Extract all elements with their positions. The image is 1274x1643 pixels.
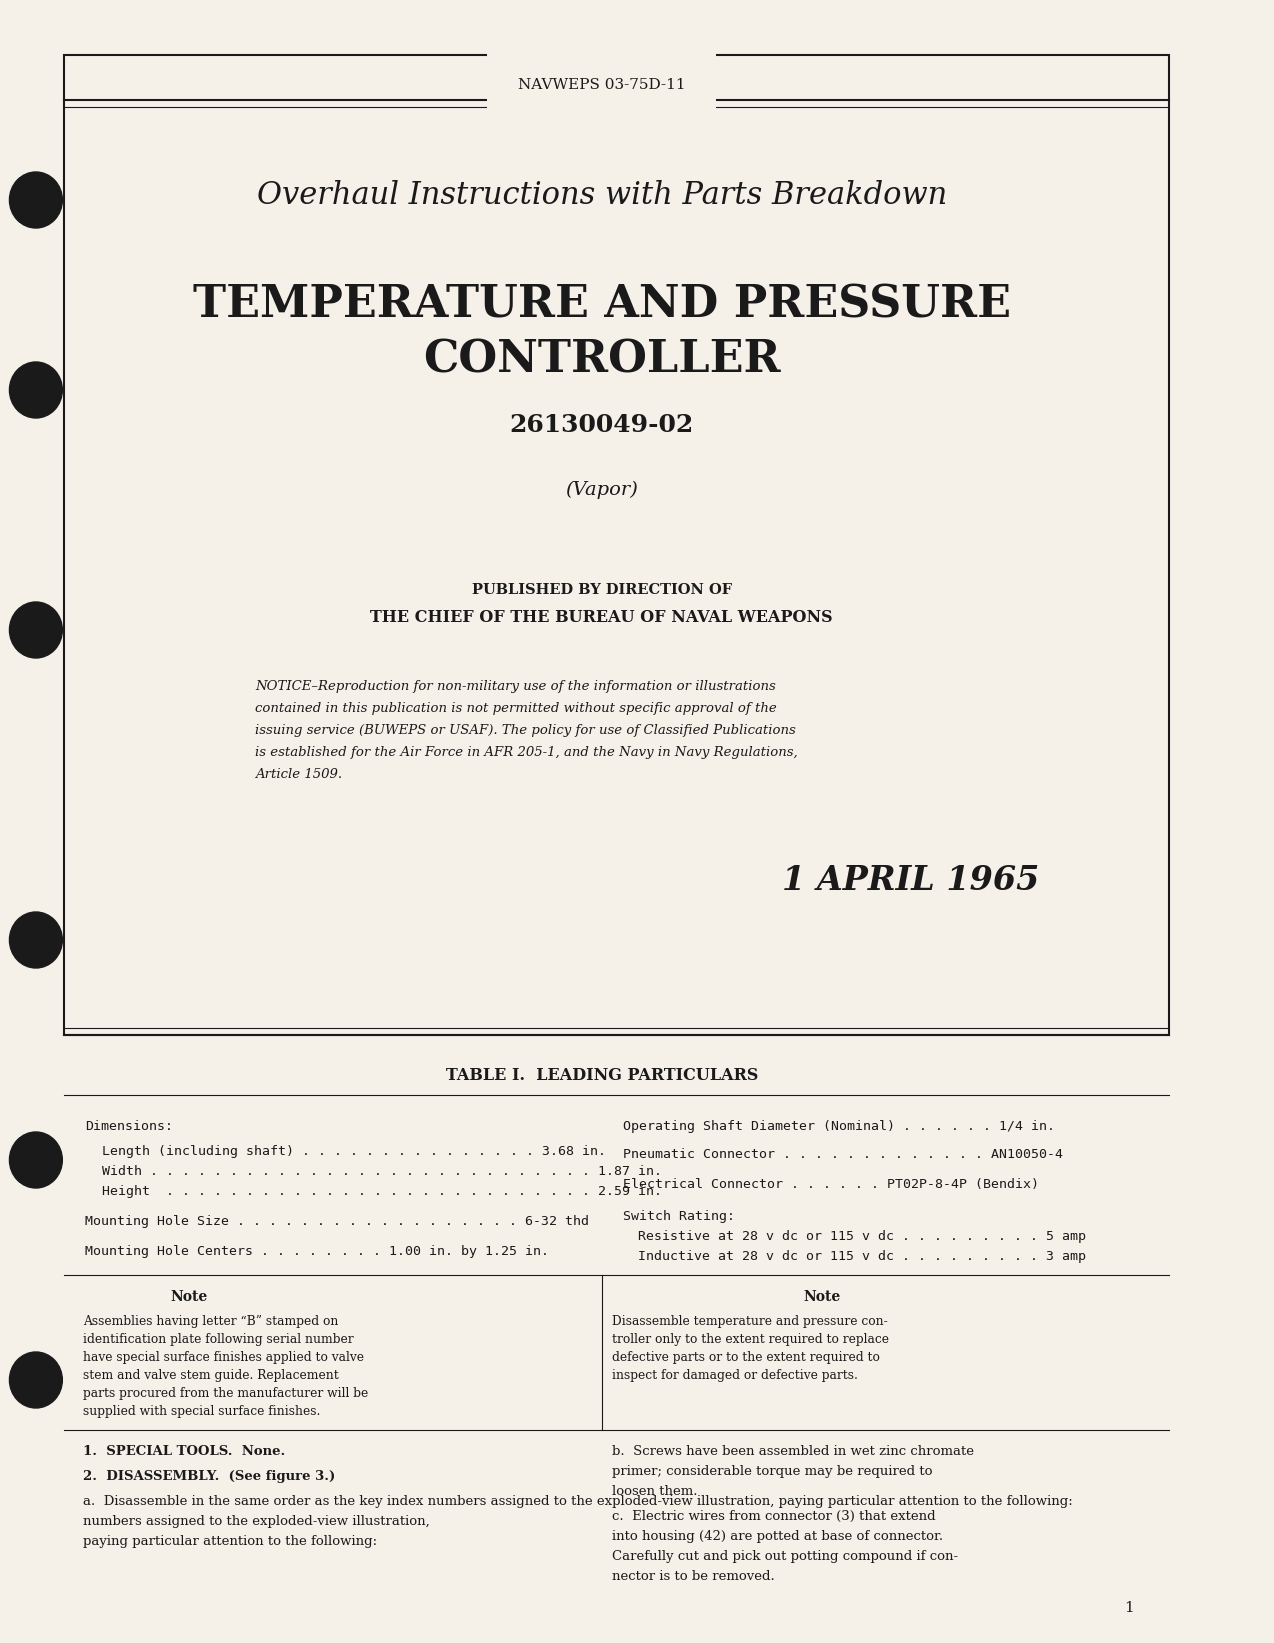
Text: defective parts or to the extent required to: defective parts or to the extent require… bbox=[612, 1351, 880, 1364]
Text: Dimensions:: Dimensions: bbox=[85, 1121, 173, 1134]
Text: supplied with special surface finishes.: supplied with special surface finishes. bbox=[83, 1405, 321, 1418]
Circle shape bbox=[9, 912, 62, 968]
Circle shape bbox=[9, 1132, 62, 1188]
Text: Height  . . . . . . . . . . . . . . . . . . . . . . . . . . . 2.59 in.: Height . . . . . . . . . . . . . . . . .… bbox=[102, 1185, 662, 1198]
Text: contained in this publication is not permitted without specific approval of the: contained in this publication is not per… bbox=[255, 702, 777, 715]
Text: Operating Shaft Diameter (Nominal) . . . . . . 1/4 in.: Operating Shaft Diameter (Nominal) . . .… bbox=[623, 1121, 1055, 1134]
Text: Electrical Connector . . . . . . PT02P-8-4P (Bendix): Electrical Connector . . . . . . PT02P-8… bbox=[623, 1178, 1040, 1191]
Bar bbox=[64, 54, 1170, 1035]
Text: issuing service (BUWEPS or USAF). The policy for use of Classified Publications: issuing service (BUWEPS or USAF). The po… bbox=[255, 725, 796, 738]
Text: parts procured from the manufacturer will be: parts procured from the manufacturer wil… bbox=[83, 1387, 368, 1400]
Text: stem and valve stem guide. Replacement: stem and valve stem guide. Replacement bbox=[83, 1369, 339, 1382]
Text: have special surface finishes applied to valve: have special surface finishes applied to… bbox=[83, 1351, 364, 1364]
Text: Width . . . . . . . . . . . . . . . . . . . . . . . . . . . . 1.87 in.: Width . . . . . . . . . . . . . . . . . … bbox=[102, 1165, 662, 1178]
Text: Carefully cut and pick out potting compound if con-: Carefully cut and pick out potting compo… bbox=[612, 1549, 958, 1562]
Text: Mounting Hole Size . . . . . . . . . . . . . . . . . . 6-32 thd: Mounting Hole Size . . . . . . . . . . .… bbox=[85, 1216, 589, 1227]
Text: Inductive at 28 v dc or 115 v dc . . . . . . . . . 3 amp: Inductive at 28 v dc or 115 v dc . . . .… bbox=[637, 1250, 1085, 1263]
Text: loosen them.: loosen them. bbox=[612, 1485, 698, 1498]
Text: Length (including shaft) . . . . . . . . . . . . . . . 3.68 in.: Length (including shaft) . . . . . . . .… bbox=[102, 1145, 606, 1158]
Text: 1.  SPECIAL TOOLS.  None.: 1. SPECIAL TOOLS. None. bbox=[83, 1444, 285, 1457]
Text: b.  Screws have been assembled in wet zinc chromate: b. Screws have been assembled in wet zin… bbox=[612, 1444, 975, 1457]
Text: NAVWEPS 03-75D-11: NAVWEPS 03-75D-11 bbox=[519, 77, 685, 92]
Text: Assemblies having letter “B” stamped on: Assemblies having letter “B” stamped on bbox=[83, 1314, 339, 1328]
Text: (Vapor): (Vapor) bbox=[566, 481, 638, 499]
Text: identification plate following serial number: identification plate following serial nu… bbox=[83, 1332, 354, 1346]
Text: c.  Electric wires from connector (3) that extend: c. Electric wires from connector (3) tha… bbox=[612, 1510, 935, 1523]
Text: nector is to be removed.: nector is to be removed. bbox=[612, 1571, 775, 1582]
Text: PUBLISHED BY DIRECTION OF: PUBLISHED BY DIRECTION OF bbox=[471, 583, 731, 596]
Text: 26130049-02: 26130049-02 bbox=[510, 412, 694, 437]
Text: primer; considerable torque may be required to: primer; considerable torque may be requi… bbox=[612, 1466, 933, 1479]
Text: Pneumatic Connector . . . . . . . . . . . . . AN10050-4: Pneumatic Connector . . . . . . . . . . … bbox=[623, 1148, 1064, 1162]
Circle shape bbox=[9, 601, 62, 657]
Text: Note: Note bbox=[803, 1290, 841, 1305]
Text: CONTROLLER: CONTROLLER bbox=[423, 338, 781, 381]
Text: paying particular attention to the following:: paying particular attention to the follo… bbox=[83, 1535, 377, 1548]
Text: 1: 1 bbox=[1124, 1600, 1134, 1615]
Circle shape bbox=[9, 1352, 62, 1408]
Text: Article 1509.: Article 1509. bbox=[255, 767, 343, 780]
Text: numbers assigned to the exploded-view illustration,: numbers assigned to the exploded-view il… bbox=[83, 1515, 429, 1528]
Text: 1 APRIL 1965: 1 APRIL 1965 bbox=[782, 864, 1040, 897]
Text: NOTICE–Reproduction for non-military use of the information or illustrations: NOTICE–Reproduction for non-military use… bbox=[255, 680, 776, 693]
Text: TABLE I.  LEADING PARTICULARS: TABLE I. LEADING PARTICULARS bbox=[446, 1066, 758, 1083]
Text: Resistive at 28 v dc or 115 v dc . . . . . . . . . 5 amp: Resistive at 28 v dc or 115 v dc . . . .… bbox=[637, 1231, 1085, 1244]
Text: a.  Disassemble in the same order as the key index numbers assigned to the explo: a. Disassemble in the same order as the … bbox=[83, 1495, 1073, 1508]
Text: is established for the Air Force in AFR 205-1, and the Navy in Navy Regulations,: is established for the Air Force in AFR … bbox=[255, 746, 798, 759]
Text: Switch Rating:: Switch Rating: bbox=[623, 1209, 735, 1222]
Text: THE CHIEF OF THE BUREAU OF NAVAL WEAPONS: THE CHIEF OF THE BUREAU OF NAVAL WEAPONS bbox=[371, 610, 833, 626]
Text: Mounting Hole Centers . . . . . . . . 1.00 in. by 1.25 in.: Mounting Hole Centers . . . . . . . . 1.… bbox=[85, 1245, 549, 1259]
Text: Note: Note bbox=[171, 1290, 208, 1305]
Text: inspect for damaged or defective parts.: inspect for damaged or defective parts. bbox=[612, 1369, 857, 1382]
Circle shape bbox=[9, 173, 62, 228]
Text: into housing (42) are potted at base of connector.: into housing (42) are potted at base of … bbox=[612, 1530, 943, 1543]
Text: 2.  DISASSEMBLY.  (See figure 3.): 2. DISASSEMBLY. (See figure 3.) bbox=[83, 1470, 335, 1484]
Text: TEMPERATURE AND PRESSURE: TEMPERATURE AND PRESSURE bbox=[192, 284, 1010, 327]
Circle shape bbox=[9, 361, 62, 417]
Text: Disassemble temperature and pressure con-: Disassemble temperature and pressure con… bbox=[612, 1314, 888, 1328]
Text: troller only to the extent required to replace: troller only to the extent required to r… bbox=[612, 1332, 889, 1346]
Text: Overhaul Instructions with Parts Breakdown: Overhaul Instructions with Parts Breakdo… bbox=[256, 179, 947, 210]
